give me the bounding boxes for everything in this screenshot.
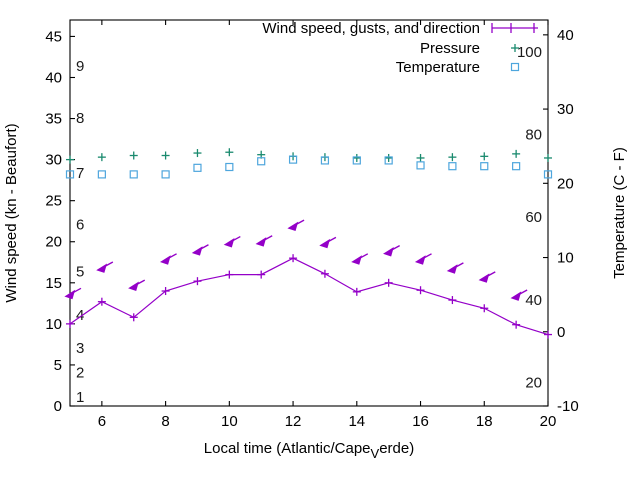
legend-sample-temperature: [510, 62, 520, 72]
temperature-marker: [352, 156, 361, 165]
y-tick-label-left: 45: [45, 28, 62, 45]
y-tick-label-left: 10: [45, 316, 62, 333]
y-tick-label-right: 40: [557, 27, 574, 44]
gust-direction-arrow: [319, 236, 337, 249]
temperature-marker: [257, 157, 266, 166]
x-tick-label: 6: [98, 413, 106, 430]
temperature-marker: [129, 170, 138, 179]
gust-direction-arrow: [383, 244, 401, 257]
y-axis-title-left: Wind speed (kn - Beaufort): [3, 123, 20, 302]
y-tick-label-left: 15: [45, 275, 62, 292]
beaufort-label: 5: [76, 263, 84, 280]
x-tick-label: 12: [285, 413, 302, 430]
gust-direction-arrow: [223, 235, 241, 248]
legend-label-square: Temperature: [396, 59, 480, 76]
x-tick-label: 8: [161, 413, 169, 430]
beaufort-label: 4: [76, 307, 84, 324]
gust-direction-arrow: [478, 271, 496, 283]
y-tick-label-left: 0: [54, 398, 62, 415]
legend-label-line-plus: Wind speed, gusts, and direction: [262, 20, 480, 37]
legend-label-plus: Pressure: [420, 40, 480, 57]
beaufort-label: 8: [76, 110, 84, 127]
y-tick-label-left: 30: [45, 152, 62, 169]
x-tick-label: 18: [476, 413, 493, 430]
x-tick-label: 16: [412, 413, 429, 430]
temperature-marker: [512, 162, 521, 171]
beaufort-label: 6: [76, 217, 84, 234]
beaufort-label: 2: [76, 365, 84, 382]
y-tick-label-left: 40: [45, 69, 62, 86]
gust-direction-arrow: [255, 235, 273, 247]
x-axis-title: Local time (Atlantic/CapeVerde): [204, 440, 414, 461]
beaufort-label: 7: [76, 165, 84, 182]
y-axis-title-right: Temperature (C - F): [611, 147, 628, 279]
x-tick-label: 10: [221, 413, 238, 430]
plot-frame: [69, 19, 549, 407]
gust-direction-arrow: [191, 244, 209, 256]
temperature-marker: [161, 170, 170, 179]
y-tick-label-right: 0: [557, 324, 565, 341]
temperature-marker: [288, 155, 298, 164]
fahrenheit-label: 60: [525, 209, 542, 226]
gust-direction-arrow: [510, 289, 528, 301]
temperature-marker: [384, 156, 393, 165]
y-tick-label-right: -10: [557, 398, 579, 415]
gust-direction-arrow: [128, 279, 146, 291]
temperature-marker: [193, 163, 202, 172]
gust-direction-arrow: [351, 253, 369, 265]
temperature-marker: [97, 170, 106, 179]
gust-direction-arrow: [446, 262, 464, 274]
temperature-marker: [225, 162, 234, 172]
temperature-marker: [480, 162, 489, 171]
x-tick-label: 20: [540, 413, 557, 430]
wind-speed-line: [69, 257, 549, 336]
gust-direction-arrow: [96, 261, 114, 273]
beaufort-label: 1: [76, 389, 84, 406]
y-tick-label-right: 10: [557, 250, 574, 267]
y-tick-label-left: 20: [45, 234, 62, 251]
y-tick-label-right: 20: [557, 175, 574, 192]
fahrenheit-label: 40: [525, 292, 542, 309]
gust-direction-arrow: [414, 253, 432, 265]
beaufort-label: 3: [76, 340, 84, 357]
y-tick-label-left: 25: [45, 193, 62, 210]
temperature-marker: [448, 162, 457, 171]
fahrenheit-label: 20: [525, 375, 542, 392]
beaufort-label: 9: [76, 58, 84, 75]
gust-direction-arrow: [287, 219, 305, 232]
x-tick-label: 14: [348, 413, 365, 430]
temperature-marker: [320, 156, 330, 165]
gust-direction-arrow: [159, 253, 177, 265]
fahrenheit-label: 80: [525, 127, 542, 144]
temperature-marker: [65, 170, 75, 179]
temperature-marker: [416, 161, 425, 170]
y-tick-label-right: 30: [557, 101, 574, 118]
y-tick-label-left: 5: [54, 357, 62, 374]
y-tick-label-left: 35: [45, 111, 62, 128]
temperature-marker: [543, 170, 553, 179]
fahrenheit-label: 100: [517, 44, 542, 61]
gust-direction-arrow: [64, 287, 82, 300]
